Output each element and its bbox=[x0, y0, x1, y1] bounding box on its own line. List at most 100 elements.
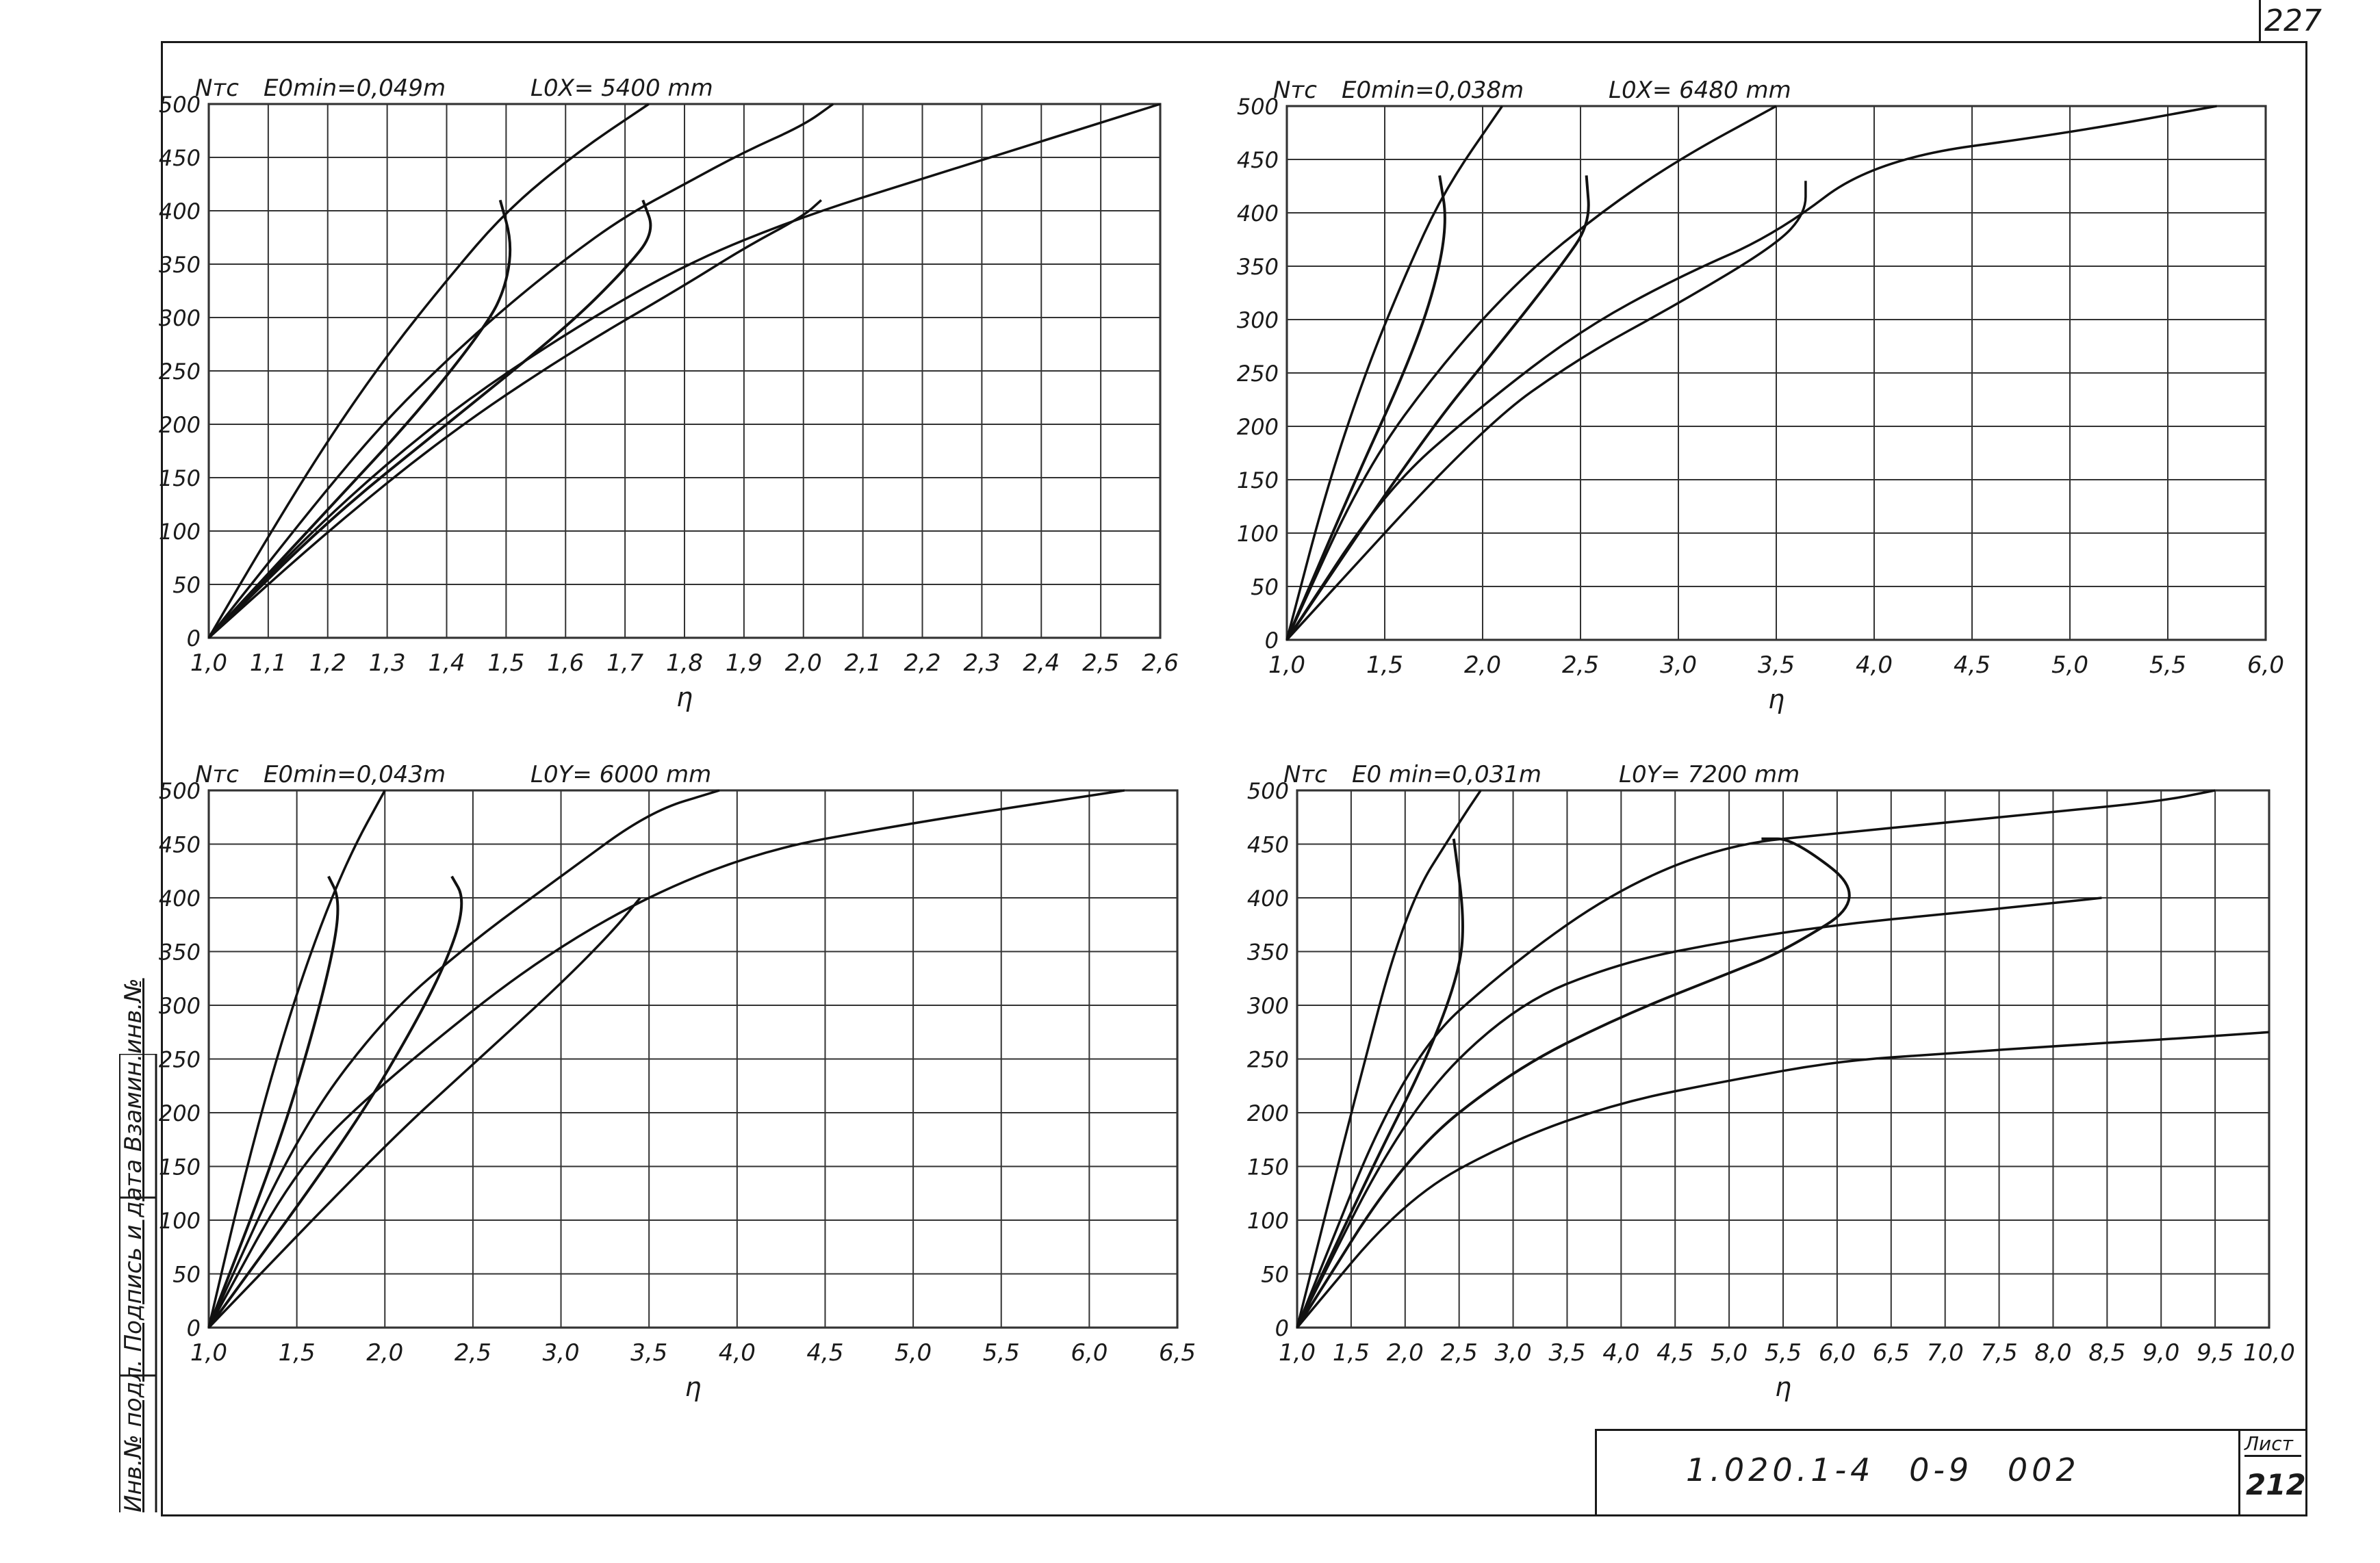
x-tick-label: 10,0 bbox=[2243, 1339, 2295, 1367]
series-line-5 bbox=[207, 199, 512, 639]
x-tick-label: 1,5 bbox=[1366, 651, 1403, 679]
x-tick-label: 2,5 bbox=[455, 1339, 491, 1367]
x-tick-label: 3,0 bbox=[543, 1339, 580, 1367]
series-line-1 bbox=[1296, 790, 1482, 1328]
x-tick-label: 1,5 bbox=[487, 649, 524, 677]
chart-3: 1,0 1,5 2,0 2,5 3,0 3,5 4,0 4,5 5,0 5,5 6,0 6,5 0 50 1… bbox=[159, 761, 1196, 1402]
series-line-4 bbox=[207, 199, 822, 639]
x-tick-label: 7,5 bbox=[1981, 1339, 2018, 1367]
y-tick-label: 50 bbox=[1261, 1262, 1289, 1288]
x-tick-label: 1,0 bbox=[1268, 651, 1305, 679]
y-tick-label: 450 bbox=[159, 145, 201, 171]
y-tick-label: 450 bbox=[1237, 147, 1279, 173]
y-tick-label: 350 bbox=[159, 940, 201, 966]
x-tick-label: 1,3 bbox=[369, 649, 406, 677]
y-tick-label: 100 bbox=[1237, 521, 1279, 547]
y-tick-label: 100 bbox=[159, 1208, 201, 1234]
x-tick-label: 6,5 bbox=[1873, 1339, 1910, 1367]
y-tick-label: 350 bbox=[1247, 940, 1289, 966]
x-tick-label: 2,0 bbox=[366, 1339, 403, 1367]
y-axis-label: Nтс bbox=[1273, 77, 1317, 104]
annotation-length: L0X= 6480 mm bbox=[1609, 77, 1791, 104]
chart-1: 1,0 1,1 1,2 1,3 1,4 1,5 1,6 1,7 1,8 1,9 2,0 2,1 2,2 2… bbox=[159, 75, 1179, 712]
series-line-6 bbox=[207, 875, 463, 1329]
series-line-2 bbox=[1296, 789, 2216, 1328]
annotation-emin: E0min=0,038m bbox=[1342, 77, 1524, 104]
x-axis-label: η bbox=[1775, 1372, 1791, 1402]
y-axis-label: Nтс bbox=[195, 761, 239, 788]
y-tick-label: 150 bbox=[159, 1154, 201, 1180]
x-tick-label: 2,5 bbox=[1441, 1339, 1478, 1367]
series-line-3 bbox=[207, 789, 1125, 1328]
x-tick-label: 2,0 bbox=[785, 649, 822, 677]
y-tick-label: 250 bbox=[159, 359, 201, 385]
chart-2: 1,0 1,5 2,0 2,5 3,0 3,5 4,0 4,5 5,0 5,5 6,0 0 50 100 1… bbox=[1237, 77, 2284, 714]
sheet-label: Лист bbox=[2244, 1432, 2301, 1457]
x-tick-label: 7,0 bbox=[1927, 1339, 1964, 1367]
y-tick-label: 500 bbox=[1247, 778, 1289, 804]
series-line-3 bbox=[1296, 896, 2102, 1328]
x-tick-label: 4,0 bbox=[719, 1339, 756, 1367]
sheet-number: 212 bbox=[2246, 1468, 2306, 1501]
series-line-1 bbox=[207, 790, 386, 1328]
y-tick-label: 300 bbox=[1237, 307, 1279, 333]
y-tick-label: 250 bbox=[1247, 1047, 1289, 1073]
x-tick-label: 6,0 bbox=[2247, 651, 2284, 679]
x-tick-label: 4,0 bbox=[1602, 1339, 1639, 1367]
x-tick-label: 2,6 bbox=[1142, 649, 1179, 677]
x-tick-label: 1,9 bbox=[726, 649, 763, 677]
sheet-frame bbox=[161, 41, 2307, 1516]
x-tick-label: 5,5 bbox=[1765, 1339, 1802, 1367]
y-tick-label: 200 bbox=[159, 1100, 201, 1126]
side-stamp-text: Инв.№ подл. Подпись и дата Взамин.инв.№ bbox=[120, 978, 147, 1512]
series-line-4 bbox=[207, 896, 641, 1329]
x-tick-label: 8,5 bbox=[2088, 1339, 2125, 1367]
x-tick-label: 1,1 bbox=[250, 649, 287, 677]
y-tick-label: 450 bbox=[1247, 832, 1289, 858]
x-tick-label: 1,7 bbox=[606, 649, 643, 677]
title-block: 1.020.1-4 0-9 002 Лист 212 bbox=[1595, 1429, 2306, 1516]
x-tick-label: 4,5 bbox=[1954, 651, 1991, 679]
side-stamp-box bbox=[82, 1052, 157, 1512]
x-tick-label: 3,5 bbox=[1548, 1339, 1585, 1367]
x-tick-label: 5,5 bbox=[983, 1339, 1020, 1367]
x-tick-label: 6,5 bbox=[1159, 1339, 1196, 1367]
y-tick-label: 400 bbox=[1237, 201, 1279, 227]
x-tick-label: 2,2 bbox=[904, 649, 941, 677]
x-tick-label: 3,5 bbox=[630, 1339, 667, 1367]
x-tick-label: 1,2 bbox=[309, 649, 346, 677]
y-tick-label: 150 bbox=[1237, 467, 1279, 493]
y-tick-label: 250 bbox=[159, 1047, 201, 1073]
x-tick-label: 2,5 bbox=[1082, 649, 1119, 677]
x-tick-label: 2,4 bbox=[1023, 649, 1060, 677]
x-tick-label: 2,0 bbox=[1387, 1339, 1424, 1367]
y-tick-label: 0 bbox=[187, 1315, 201, 1341]
annotation-emin: E0 min=0,031m bbox=[1352, 761, 1541, 788]
y-tick-label: 400 bbox=[159, 886, 201, 912]
corner-box bbox=[2259, 0, 2305, 43]
y-tick-label: 50 bbox=[1251, 574, 1279, 600]
y-tick-label: 100 bbox=[159, 519, 201, 545]
x-tick-label: 4,0 bbox=[1856, 651, 1893, 679]
side-stamp-lines bbox=[119, 1052, 157, 1512]
x-tick-label: 1,6 bbox=[547, 649, 584, 677]
y-tick-label: 350 bbox=[159, 252, 201, 278]
series-line-5 bbox=[207, 875, 340, 1328]
x-tick-label: 1,0 bbox=[190, 649, 227, 677]
y-tick-label: 250 bbox=[1237, 361, 1279, 387]
y-tick-label: 200 bbox=[159, 412, 201, 438]
y-tick-label: 50 bbox=[172, 1262, 201, 1288]
annotation-length: L0Y= 7200 mm bbox=[1619, 761, 1800, 788]
x-axis-label: η bbox=[676, 682, 693, 712]
y-tick-label: 350 bbox=[1237, 254, 1279, 280]
series-line-6 bbox=[1296, 838, 1464, 1328]
y-tick-label: 500 bbox=[159, 92, 201, 118]
y-tick-label: 300 bbox=[159, 993, 201, 1019]
series-line-1 bbox=[207, 103, 650, 638]
x-tick-label: 6,0 bbox=[1071, 1339, 1108, 1367]
x-tick-label: 5,0 bbox=[895, 1339, 932, 1367]
x-tick-label: 5,0 bbox=[1711, 1339, 1748, 1367]
y-tick-label: 0 bbox=[1275, 1315, 1289, 1341]
x-tick-label: 1,4 bbox=[428, 649, 465, 677]
